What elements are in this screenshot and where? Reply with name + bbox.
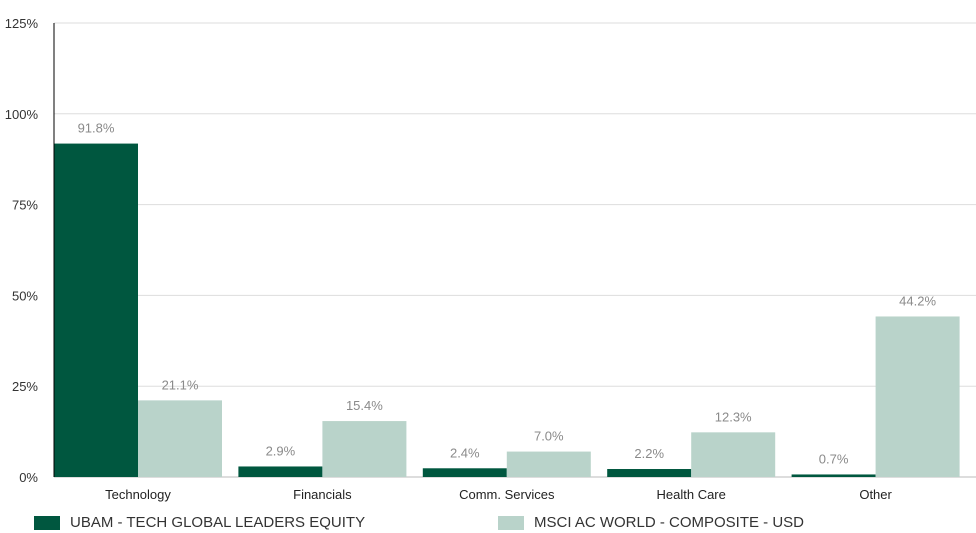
bars — [54, 143, 960, 477]
data-label: 2.9% — [266, 443, 296, 458]
y-tick-label: 25% — [12, 379, 38, 394]
data-label: 91.8% — [78, 121, 115, 136]
bar-fund — [238, 466, 323, 477]
data-label: 12.3% — [715, 409, 752, 424]
legend: UBAM - TECH GLOBAL LEADERS EQUITY MSCI A… — [0, 514, 976, 533]
category-label: Health Care — [657, 487, 726, 502]
bar-fund — [791, 474, 876, 477]
data-label: 2.4% — [450, 445, 480, 460]
category-label: Other — [859, 487, 892, 502]
legend-swatch-benchmark — [498, 515, 524, 530]
x-axis-categories: Technology Financials Comm. Services Health… — [105, 487, 892, 502]
bar-benchmark — [875, 316, 960, 477]
bar-benchmark — [322, 421, 407, 477]
category-label: Comm. Services — [459, 487, 555, 502]
y-axis-ticks: 0% 25% 50% 75% 100% 125% — [5, 16, 39, 485]
bar-fund — [54, 143, 138, 477]
data-label: 2.2% — [634, 446, 664, 461]
y-tick-label: 75% — [12, 198, 38, 213]
legend-item-fund: UBAM - TECH GLOBAL LEADERS EQUITY — [34, 514, 365, 531]
data-label: 21.1% — [162, 377, 199, 392]
data-label: 44.2% — [899, 293, 936, 308]
bar-benchmark — [506, 451, 591, 477]
category-label: Financials — [293, 487, 352, 502]
data-label: 15.4% — [346, 398, 383, 413]
y-tick-label: 125% — [5, 16, 39, 31]
bar-benchmark — [691, 432, 776, 477]
y-tick-label: 0% — [19, 470, 38, 485]
legend-label-fund: UBAM - TECH GLOBAL LEADERS EQUITY — [70, 514, 366, 531]
data-label: 0.7% — [819, 451, 849, 466]
y-tick-label: 50% — [12, 288, 38, 303]
data-label: 7.0% — [534, 429, 564, 444]
category-label: Technology — [105, 487, 171, 502]
bar-chart: 0% 25% 50% 75% 100% 125% 91.8% 21.1% 2.9% 15.4% 2… — [5, 16, 976, 502]
bar-fund — [607, 469, 692, 477]
legend-label-benchmark: MSCI AC WORLD - COMPOSITE - USD — [534, 514, 805, 531]
bar-benchmark — [138, 400, 222, 477]
data-labels: 91.8% 21.1% 2.9% 15.4% 2.4% 7.0% 2.2% 12.3% 0.7%… — [78, 121, 937, 467]
legend-item-benchmark: MSCI AC WORLD - COMPOSITE - USD — [498, 514, 804, 531]
y-tick-label: 100% — [5, 107, 39, 122]
bar-fund — [422, 468, 507, 477]
legend-swatch-fund — [34, 515, 60, 530]
